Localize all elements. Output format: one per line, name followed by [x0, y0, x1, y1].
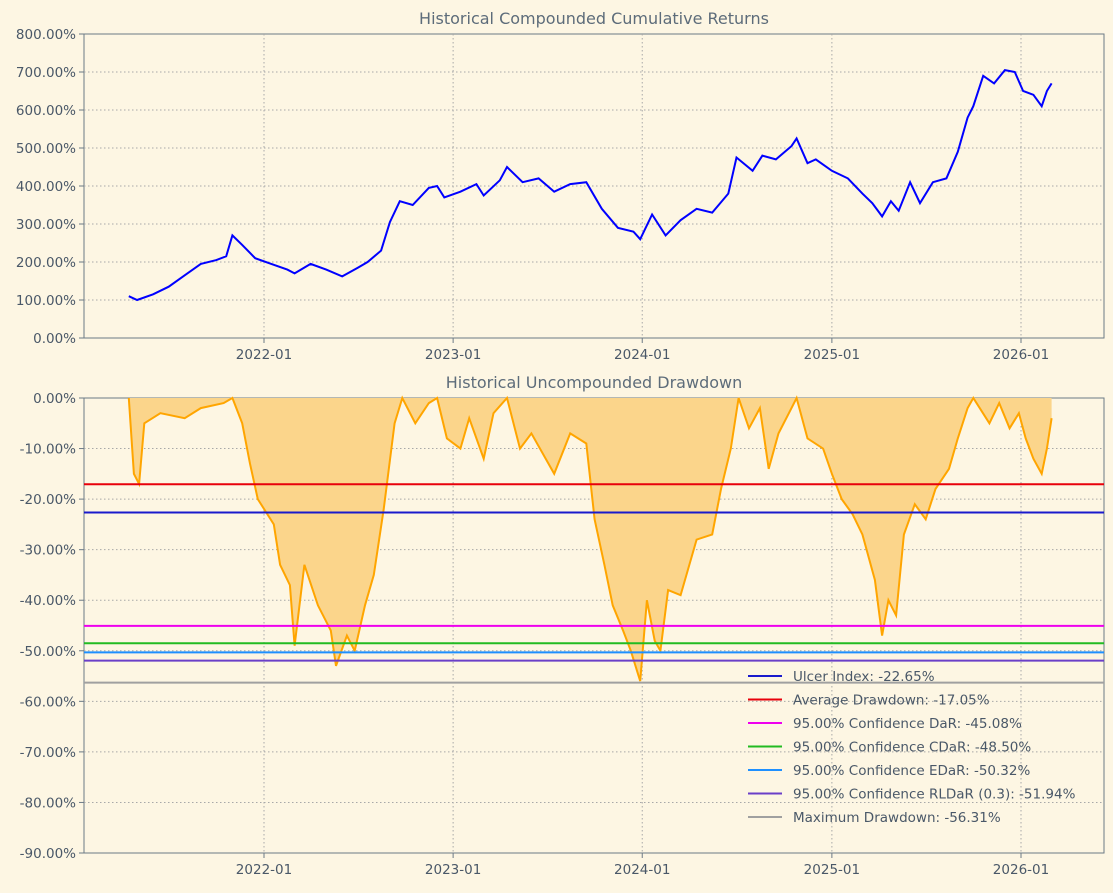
drawdown-area [128, 398, 1052, 682]
legend-label: 95.00% Confidence EDaR: -50.32% [793, 763, 1030, 779]
top-grid [84, 34, 1104, 338]
top-x-tick-label: 2023-01 [425, 347, 481, 363]
top-y-tick-label: 800.00% [16, 27, 76, 43]
top-plot-frame [83, 33, 1105, 339]
bottom-y-tick-label: 0.00% [33, 391, 76, 407]
bottom-y-tick-label: -70.00% [20, 745, 77, 761]
risk-reference-lines [84, 483, 1104, 684]
legend-label: Average Drawdown: -17.05% [793, 693, 990, 709]
bottom-y-tick-label: -50.00% [20, 644, 77, 660]
legend-label: 95.00% Confidence CDaR: -48.50% [793, 740, 1031, 756]
top-x-tick-label: 2022-01 [236, 347, 292, 363]
bottom-x-tick-label: 2024-01 [614, 862, 670, 878]
drawdown-chart: Historical Uncompounded Drawdown 2022-01… [20, 373, 1105, 878]
bottom-x-tick-label: 2022-01 [236, 862, 292, 878]
bottom-y-tick-label: -80.00% [20, 795, 77, 811]
legend-label: Ulcer Index: -22.65% [793, 669, 935, 685]
bottom-y-tick-label: -10.00% [20, 442, 77, 458]
top-y-tick-label: 600.00% [16, 103, 76, 119]
top-axes: 2022-01 2023-01 2024-01 2025-01 2026-01 0.00%… [16, 27, 1049, 363]
bottom-y-tick-label: -20.00% [20, 492, 77, 508]
bottom-x-tick-label: 2025-01 [804, 862, 860, 878]
top-chart-title: Historical Compounded Cumulative Returns [419, 9, 769, 28]
legend-label: Maximum Drawdown: -56.31% [793, 810, 1001, 826]
top-y-tick-label: 300.00% [16, 217, 76, 233]
top-x-tick-label: 2024-01 [614, 347, 670, 363]
legend-label: 95.00% Confidence DaR: -45.08% [793, 716, 1022, 732]
bottom-y-tick-label: -90.00% [20, 846, 77, 862]
top-y-tick-label: 400.00% [16, 179, 76, 195]
cumulative-returns-chart: Historical Compounded Cumulative Returns… [16, 9, 1105, 363]
legend-label: 95.00% Confidence RLDaR (0.3): -51.94% [793, 787, 1076, 803]
drawdown-line [127, 395, 1053, 682]
bottom-chart-title: Historical Uncompounded Drawdown [446, 373, 742, 392]
legend: Ulcer Index: -22.65% Average Drawdown: -1… [748, 669, 1076, 826]
top-y-tick-label: 100.00% [16, 293, 76, 309]
bottom-y-tick-label: -30.00% [20, 543, 77, 559]
cumulative-returns-line [128, 69, 1053, 302]
top-x-tick-label: 2026-01 [993, 347, 1049, 363]
top-y-tick-label: 500.00% [16, 141, 76, 157]
top-y-tick-label: 200.00% [16, 255, 76, 271]
top-y-tick-label: 700.00% [16, 65, 76, 81]
top-y-tick-label: 0.00% [33, 331, 76, 347]
bottom-axes: 2022-01 2023-01 2024-01 2025-01 2026-01 0.00%… [20, 391, 1050, 878]
bottom-y-tick-label: -40.00% [20, 593, 77, 609]
bottom-y-tick-label: -60.00% [20, 694, 77, 710]
bottom-x-tick-label: 2023-01 [425, 862, 481, 878]
bottom-x-tick-label: 2026-01 [993, 862, 1049, 878]
top-x-tick-label: 2025-01 [804, 347, 860, 363]
